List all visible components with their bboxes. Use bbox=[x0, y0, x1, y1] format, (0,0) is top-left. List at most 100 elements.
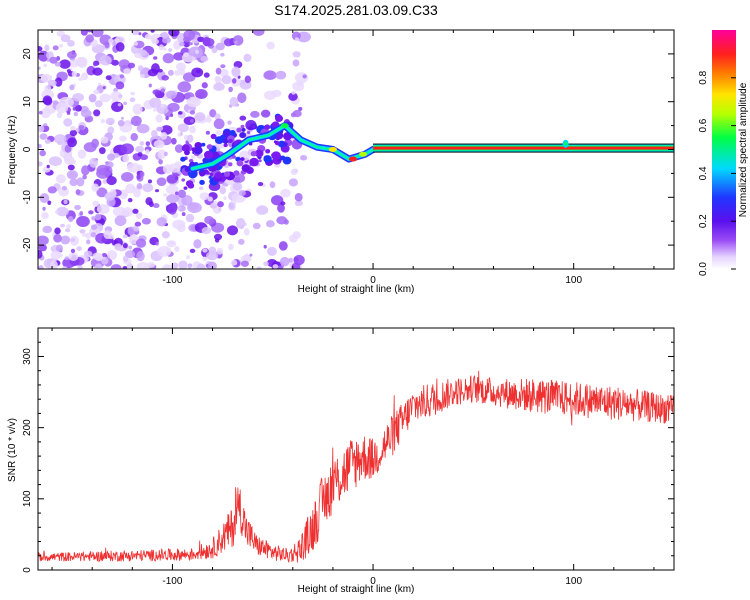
heatmap-speckle bbox=[114, 36, 126, 45]
colorbar bbox=[712, 30, 736, 269]
heatmap-speckle bbox=[119, 74, 125, 79]
heatmap-speckle bbox=[132, 208, 139, 214]
heatmap-speckle bbox=[153, 203, 160, 209]
heatmap-speckle bbox=[66, 224, 72, 229]
heatmap-speckle bbox=[38, 124, 45, 133]
heatmap-speckle bbox=[92, 67, 103, 76]
heatmap-speckle bbox=[68, 252, 79, 261]
heatmap-speckle bbox=[63, 118, 73, 127]
x-tick-label: -100 bbox=[162, 275, 182, 286]
heatmap-speckle bbox=[252, 222, 261, 230]
heatmap-speckle bbox=[250, 150, 257, 157]
heatmap-speckle bbox=[44, 84, 52, 93]
heatmap-speckle bbox=[252, 30, 265, 36]
heatmap-speckle bbox=[250, 110, 260, 118]
heatmap-speckle bbox=[241, 127, 246, 132]
heatmap-speckle bbox=[122, 154, 130, 163]
heatmap-speckle bbox=[223, 196, 227, 201]
heatmap-speckle bbox=[47, 200, 52, 205]
heatmap-speckle bbox=[226, 225, 239, 236]
heatmap-speckle bbox=[228, 202, 236, 211]
x-tick-label: 100 bbox=[565, 576, 582, 587]
heatmap-speckle bbox=[47, 186, 57, 194]
y-tick-label: 0 bbox=[22, 567, 33, 573]
heatmap-speckle bbox=[168, 48, 173, 52]
heatmap-speckle bbox=[175, 191, 179, 196]
heatmap-speckle bbox=[227, 162, 233, 167]
heatmap-speckle bbox=[79, 211, 84, 216]
heatmap-speckle bbox=[74, 104, 82, 112]
heatmap-speckle bbox=[228, 86, 233, 93]
heatmap-speckle bbox=[70, 248, 76, 254]
heatmap-speckle bbox=[117, 103, 122, 107]
heatmap-speckle bbox=[243, 53, 252, 63]
heatmap-speckle bbox=[67, 164, 75, 171]
heatmap-speckle bbox=[190, 155, 196, 159]
colorbar-tick-label: 0.0 bbox=[698, 262, 709, 276]
steady-line-core bbox=[373, 146, 674, 150]
heatmap-speckle bbox=[280, 155, 286, 161]
heatmap-speckle bbox=[101, 256, 109, 265]
heatmap-speckle bbox=[181, 195, 193, 206]
heatmap-speckle bbox=[94, 263, 103, 269]
heatmap-speckle bbox=[76, 177, 85, 187]
heatmap-speckle bbox=[100, 136, 109, 144]
heatmap-speckle bbox=[106, 176, 117, 186]
heatmap-speckle bbox=[40, 107, 51, 119]
heatmap-speckle bbox=[165, 116, 169, 121]
heatmap-speckle bbox=[39, 149, 46, 157]
heatmap-speckle bbox=[274, 114, 284, 122]
heatmap-speckle bbox=[219, 68, 229, 78]
heatmap-speckle bbox=[217, 201, 224, 208]
heatmap-speckle bbox=[96, 187, 108, 198]
heatmap-speckle bbox=[183, 116, 196, 126]
heatmap-speckle bbox=[220, 52, 225, 57]
heatmap-speckle bbox=[61, 185, 68, 191]
heatmap-speckle bbox=[142, 183, 154, 193]
heatmap-speckle bbox=[155, 189, 160, 193]
heatmap-speckle bbox=[249, 157, 259, 167]
heatmap-speckle bbox=[149, 97, 162, 108]
heatmap-layer bbox=[38, 30, 674, 269]
heatmap-speckle bbox=[53, 134, 67, 144]
heatmap-speckle bbox=[38, 249, 43, 259]
snr-background bbox=[38, 328, 674, 570]
heatmap-speckle bbox=[237, 75, 241, 79]
heatmap-speckle bbox=[139, 140, 145, 146]
heatmap-speckle bbox=[42, 95, 53, 106]
heatmap-speckle bbox=[155, 114, 163, 123]
heatmap-speckle bbox=[54, 62, 61, 67]
heatmap-speckle bbox=[199, 192, 210, 201]
heatmap-speckle bbox=[57, 140, 63, 146]
heatmap-speckle bbox=[214, 75, 222, 83]
heatmap-speckle bbox=[60, 34, 71, 43]
heatmap-speckle bbox=[177, 207, 182, 211]
heatmap-speckle bbox=[78, 77, 83, 81]
heatmap-speckle bbox=[183, 52, 189, 58]
snr-series-line bbox=[38, 370, 674, 564]
heatmap-speckle bbox=[162, 164, 172, 174]
heatmap-speckle bbox=[246, 131, 251, 135]
heatmap-speckle bbox=[200, 55, 209, 62]
heatmap-speckle bbox=[170, 113, 174, 117]
heatmap-speckle bbox=[42, 225, 53, 234]
y-tick-label: 0 bbox=[22, 146, 33, 152]
heatmap-speckle bbox=[190, 118, 194, 123]
heatmap-speckle bbox=[161, 231, 170, 239]
heatmap-speckle bbox=[80, 109, 92, 118]
snr-y-label: SNR (10 * v/v) bbox=[7, 418, 18, 482]
heatmap-speckle bbox=[275, 70, 287, 80]
heatmap-speckle bbox=[292, 81, 305, 92]
heatmap-speckle bbox=[52, 45, 59, 51]
heatmap-speckle bbox=[98, 147, 106, 155]
heatmap-speckle bbox=[156, 177, 167, 186]
heatmap-speckle bbox=[206, 144, 213, 150]
heatmap-speckle bbox=[294, 37, 300, 42]
heatmap-speckle bbox=[288, 92, 298, 101]
heatmap-speckle bbox=[64, 144, 72, 153]
heatmap-speckle bbox=[201, 82, 208, 89]
heatmap-speckle bbox=[85, 232, 92, 239]
heatmap-speckle bbox=[173, 40, 182, 50]
heatmap-speckle bbox=[49, 56, 58, 64]
